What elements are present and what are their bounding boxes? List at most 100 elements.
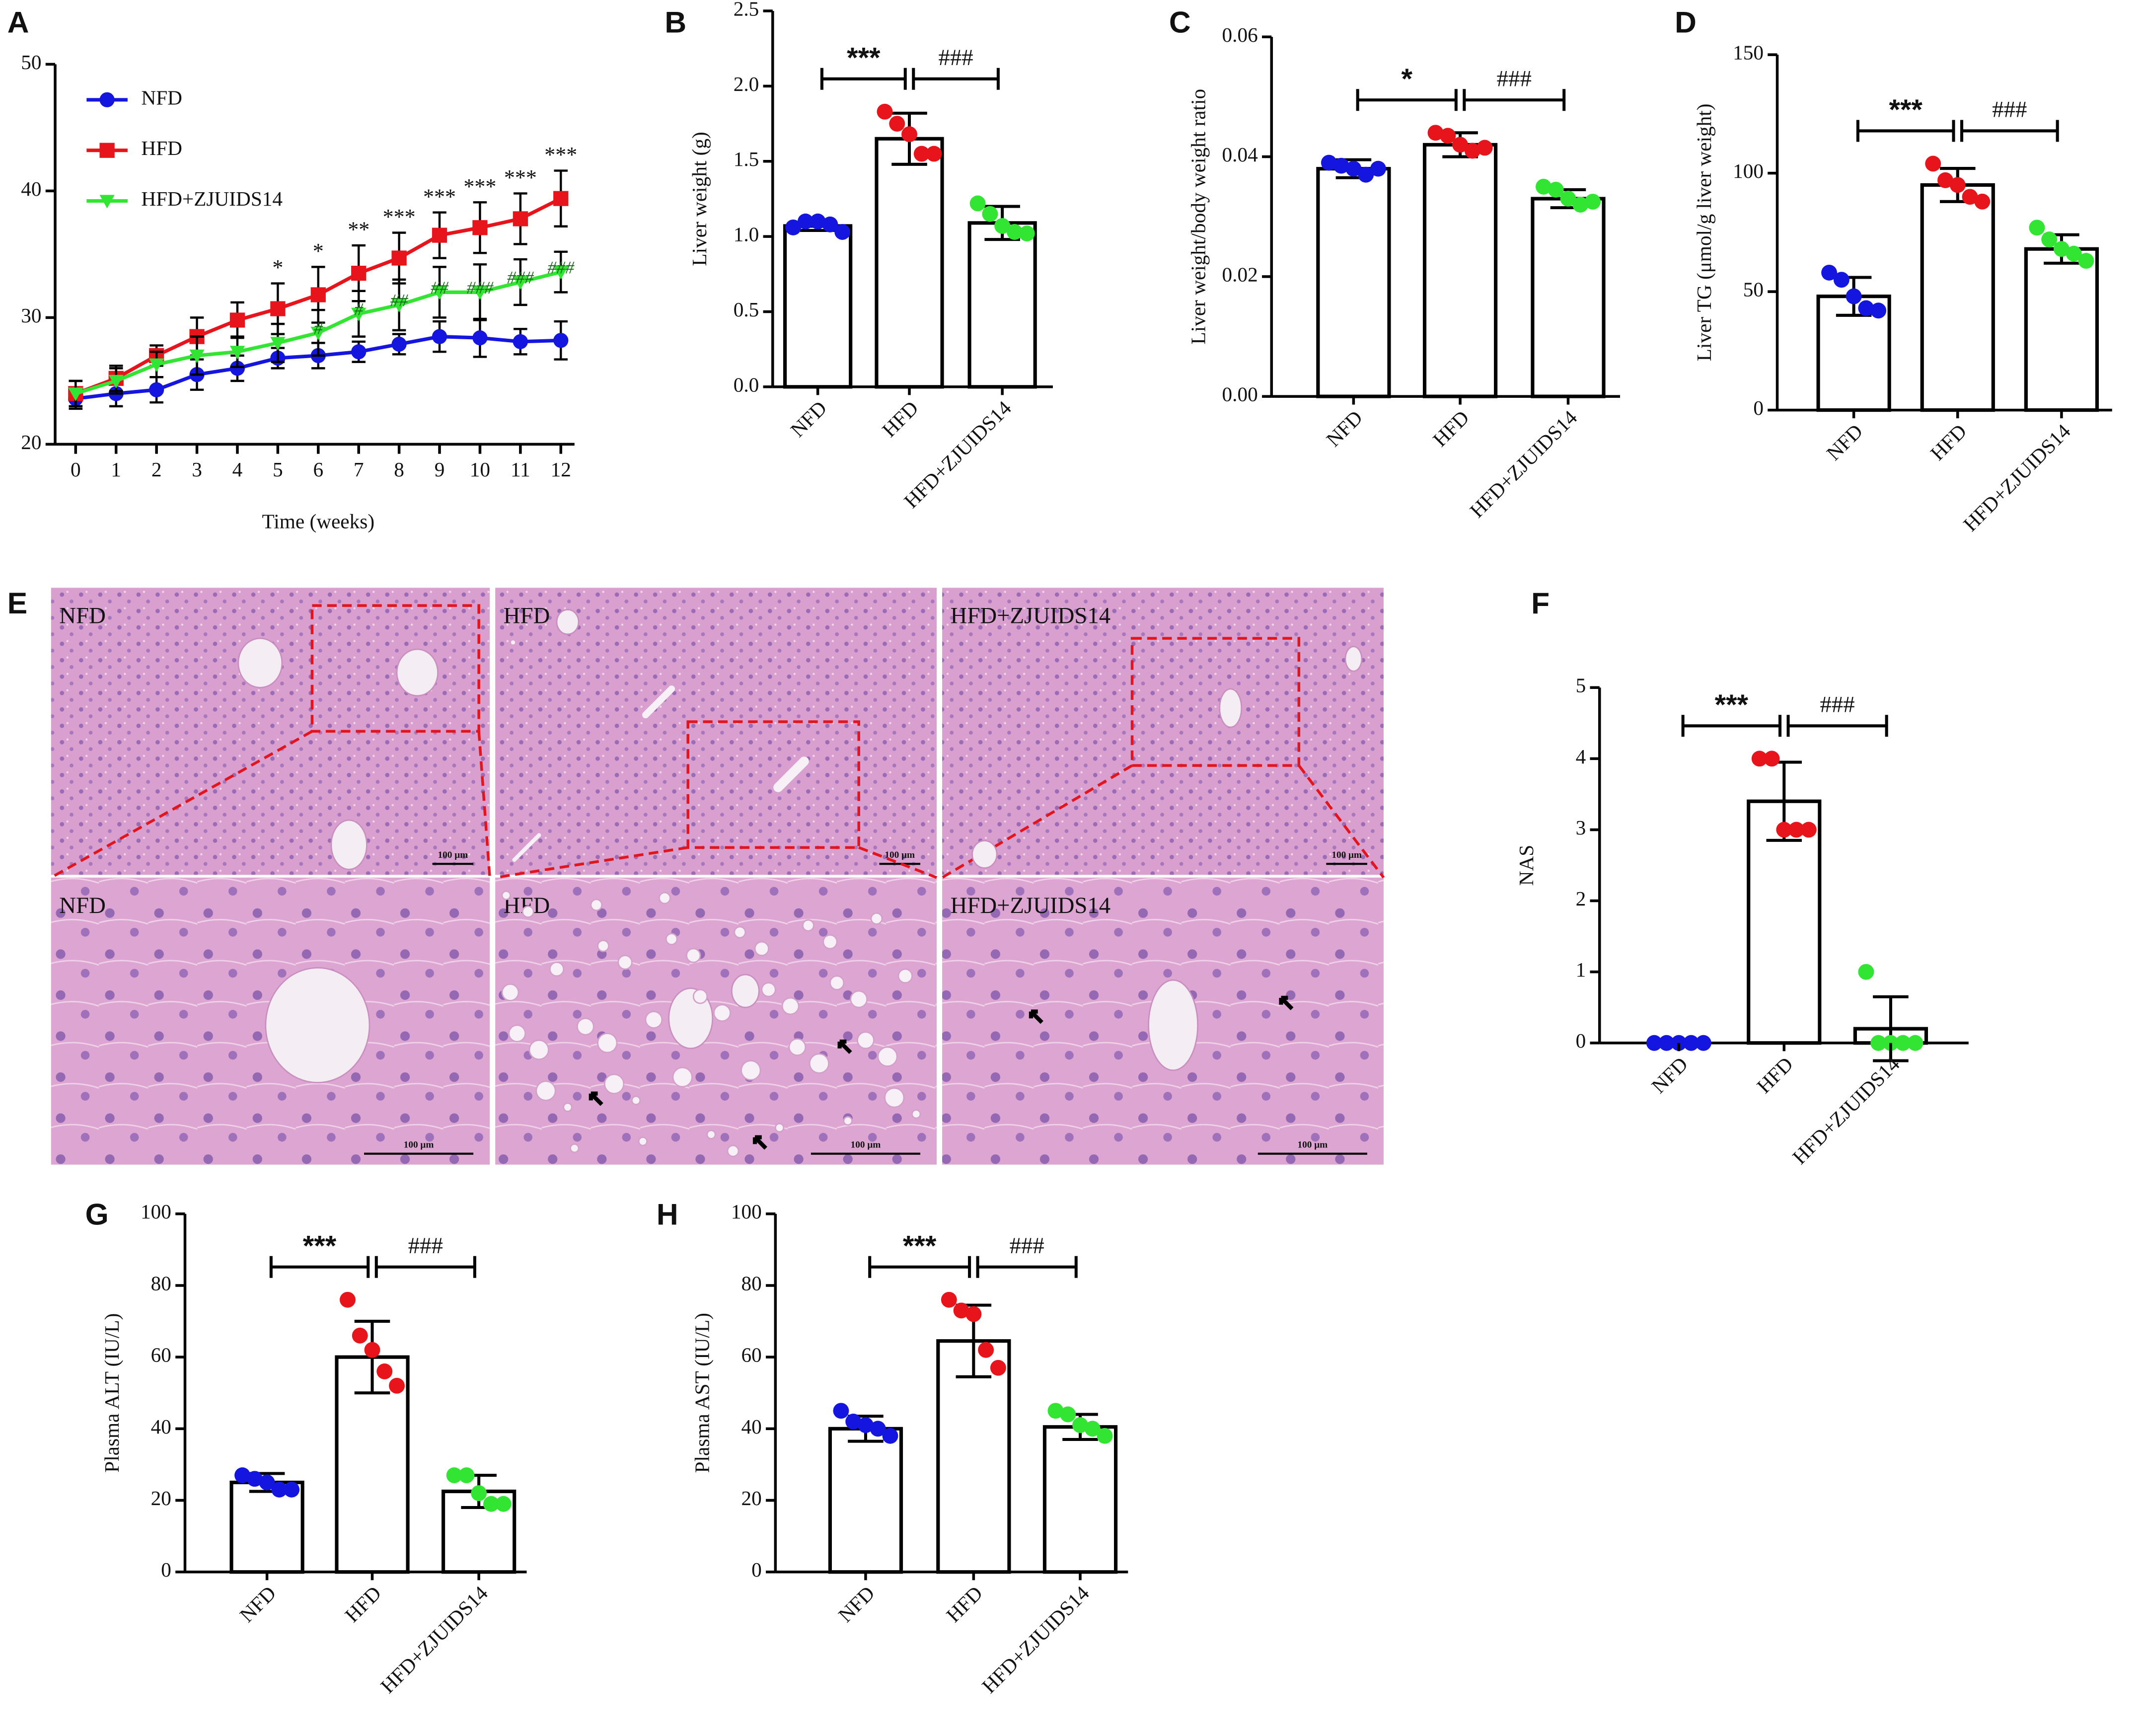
marker [432,227,447,243]
bar [1042,1425,1118,1574]
zoom-box [686,720,860,849]
significance-label: *** [903,1230,937,1262]
vessel [237,637,283,688]
legend-label: NFD [141,86,182,109]
marker [553,191,569,206]
x-tick-label: HFD [1428,406,1474,451]
y-tick-label: 0 [161,1558,171,1581]
y-tick-label: 0.06 [1222,23,1258,46]
data-point [1800,822,1817,838]
y-tick-label: 0 [1753,396,1764,419]
data-point [1321,154,1337,171]
lipid-droplet [549,962,565,977]
data-point [1358,166,1374,183]
data-point [1427,125,1444,141]
marker [351,344,367,360]
data-point [994,218,1011,234]
data-point [1072,1417,1088,1434]
data-point [982,206,998,222]
marker [472,286,488,300]
data-point [339,1291,356,1308]
x-tick-label: 9 [435,458,445,481]
y-tick-label: 1.0 [734,223,759,246]
scale-bar-label: 100 μm [1298,1140,1328,1150]
data-point [978,1342,994,1358]
scale-bar-label: 100 μm [851,1140,881,1150]
zoom-connector [858,846,938,879]
lipid-droplet [631,1095,641,1105]
data-point [969,195,986,212]
data-point [1370,160,1386,177]
y-tick-label: 2.5 [734,0,759,20]
data-point [1949,177,1966,193]
lipid-droplet [597,1033,618,1054]
arrow [589,1091,603,1106]
data-point [2053,241,2070,257]
y-tick-label: 100 [141,1200,171,1223]
bar [783,224,853,389]
annotation: ### [507,268,534,288]
data-point [785,219,802,235]
lipid-droplet [501,983,519,1001]
x-tick-label: 11 [511,458,530,481]
lipid-droplet [877,1046,898,1067]
x-tick-label: 7 [354,458,364,481]
marker [351,265,367,281]
panel-letter: G [85,1197,109,1231]
data-point [1833,272,1849,288]
annotation: ### [467,278,494,298]
y-tick-label: 20 [21,431,41,453]
x-tick-label: HFD+ZJUIDS14 [1465,406,1581,522]
lipid-droplet [668,685,675,692]
data-point [889,116,905,132]
data-point [1695,1035,1711,1051]
image-label: NFD [59,893,106,918]
data-point [246,1471,263,1487]
histology-image [942,588,1384,875]
data-point [1572,197,1589,213]
arrow [752,1135,767,1150]
x-tick-label: HFD [1926,420,1971,465]
lipid-droplet [754,941,769,957]
data-point [389,1377,405,1394]
x-tick-label: HFD [942,1582,987,1627]
y-tick-label: 1 [1576,958,1586,981]
panel-letter: E [7,586,27,620]
panel-letter: H [657,1197,678,1231]
data-point [458,1467,475,1484]
data-point [1060,1406,1076,1423]
data-point [1006,224,1023,240]
y-tick-label: 30 [21,304,41,327]
significance-label: ### [1497,66,1532,91]
data-point [1858,300,1874,316]
data-point [941,1291,957,1308]
data-point [1683,1035,1700,1051]
data-point [2066,245,2082,262]
lipid-droplet [665,933,678,945]
lipid-droplet [537,833,541,837]
marker [229,346,245,360]
lipid-droplet [590,899,603,911]
data-point [913,146,930,162]
data-point [2078,253,2094,269]
significance-label: ### [939,45,973,71]
y-tick-label: 150 [1733,41,1764,64]
marker [432,329,447,344]
data-point [352,1327,368,1344]
y-tick-label: 0.5 [734,298,759,321]
annotation: ** [348,218,370,242]
marker [229,361,245,376]
panel-letter: F [1531,586,1550,620]
data-point [965,1306,982,1322]
arrow [1279,995,1294,1010]
vessel [556,609,580,635]
annotation: * [313,239,324,263]
lipid-droplet [843,1116,853,1126]
data-point [877,103,893,120]
data-point [870,1421,886,1437]
legend-marker [99,195,115,209]
significance-label: ### [1820,692,1855,718]
x-tick-label: HFD [340,1582,385,1627]
vessel [265,967,370,1083]
y-tick-label: 0.0 [734,373,759,396]
